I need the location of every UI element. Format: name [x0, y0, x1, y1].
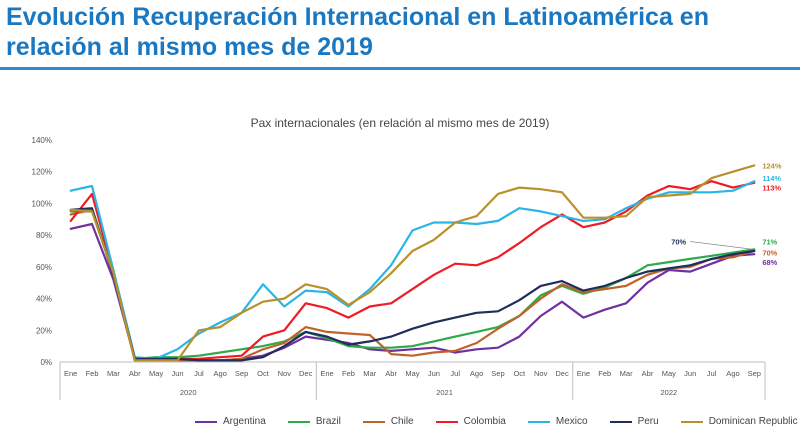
end-label-leader [690, 241, 751, 250]
series-line [69, 222, 756, 362]
x-tick-label: Sep [235, 369, 248, 378]
year-label: 2020 [180, 388, 197, 397]
y-tick-label: 80% [36, 231, 52, 240]
y-tick-label: 60% [36, 263, 52, 272]
x-tick-label: Feb [86, 369, 99, 378]
legend-swatch [609, 420, 632, 423]
x-tick-label: Jun [684, 369, 696, 378]
x-tick-label: Mar [620, 369, 633, 378]
legend-swatch [527, 420, 550, 423]
legend-label: Argentina [223, 416, 266, 427]
page-title-line-2: relación al mismo mes de 2019 [6, 33, 373, 61]
year-label: 2021 [436, 388, 453, 397]
x-tick-label: Jul [707, 369, 717, 378]
legend-swatch [195, 420, 217, 423]
legend-label: Mexico [555, 416, 588, 427]
chart-legend: Argentina Brazil Chile Colombia Mexico Peru Do… [195, 416, 798, 427]
x-tick-label: May [149, 369, 163, 378]
legend-label: Chile [390, 416, 414, 427]
page-title: Evolución Recuperación Internacional en … [6, 2, 786, 62]
legend-item: Mexico [527, 416, 588, 427]
legend-item: Dominican Republic [680, 416, 798, 427]
page-title-line-1: Evolución Recuperación Internacional en … [6, 3, 709, 31]
x-tick-label: Abr [385, 369, 397, 378]
y-tick-label: 20% [36, 326, 52, 335]
x-tick-label: Feb [598, 369, 611, 378]
title-underline [0, 67, 800, 70]
x-tick-label: Mar [363, 369, 376, 378]
end-label: 70% [762, 249, 777, 258]
x-tick-label: Nov [534, 369, 548, 378]
year-label: 2022 [661, 388, 678, 397]
series-line [69, 180, 756, 360]
legend-item: Argentina [195, 416, 266, 427]
legend-item: Peru [609, 416, 659, 427]
end-label: 124% [762, 161, 782, 170]
x-tick-label: May [662, 369, 676, 378]
x-tick-label: Ago [470, 369, 483, 378]
x-tick-label: Ago [214, 369, 227, 378]
legend-swatch [680, 420, 703, 423]
x-tick-label: Abr [642, 369, 654, 378]
end-label: 114% [762, 174, 781, 183]
legend-swatch [362, 420, 385, 423]
series-line [69, 210, 756, 360]
x-tick-label: Feb [342, 369, 355, 378]
x-tick-label: Jun [171, 369, 183, 378]
legend-swatch [435, 420, 458, 423]
legend-item: Brazil [287, 416, 341, 427]
legend-label: Brazil [315, 416, 341, 427]
x-tick-label: May [405, 369, 419, 378]
x-tick-label: Jul [194, 369, 204, 378]
end-label: 70% [671, 237, 686, 246]
y-tick-label: 40% [36, 295, 52, 304]
y-tick-label: 0% [40, 358, 52, 367]
x-tick-label: Ene [577, 369, 590, 378]
y-tick-label: 120% [32, 168, 52, 177]
x-tick-label: Jun [428, 369, 440, 378]
series-line [69, 207, 756, 362]
chart-title: Pax internacionales (en relación al mism… [250, 116, 550, 130]
x-tick-label: Dec [555, 369, 569, 378]
x-tick-label: Ene [64, 369, 77, 378]
x-tick-label: Nov [278, 369, 292, 378]
legend-item: Colombia [435, 416, 506, 427]
series-line [69, 164, 756, 362]
x-tick-label: Sep [491, 369, 504, 378]
end-label: 68% [762, 258, 777, 267]
y-tick-label: 100% [32, 199, 52, 208]
end-label: 71% [762, 237, 777, 246]
x-tick-label: Ene [320, 369, 333, 378]
x-tick-label: Jul [450, 369, 460, 378]
legend-label: Peru [637, 416, 659, 427]
end-label: 113% [762, 184, 781, 193]
x-tick-label: Ago [726, 369, 739, 378]
legend-item: Chile [362, 416, 414, 427]
legend-label: Colombia [463, 416, 506, 427]
x-tick-label: Mar [107, 369, 120, 378]
legend-swatch [287, 420, 310, 423]
x-tick-label: Oct [513, 369, 526, 378]
x-tick-label: Abr [129, 369, 141, 378]
x-tick-label: Dec [299, 369, 313, 378]
legend-label: Dominican Republic [708, 416, 798, 427]
x-tick-label: Oct [257, 369, 270, 378]
x-tick-label: Sep [748, 369, 761, 378]
y-tick-label: 140% [32, 136, 52, 145]
